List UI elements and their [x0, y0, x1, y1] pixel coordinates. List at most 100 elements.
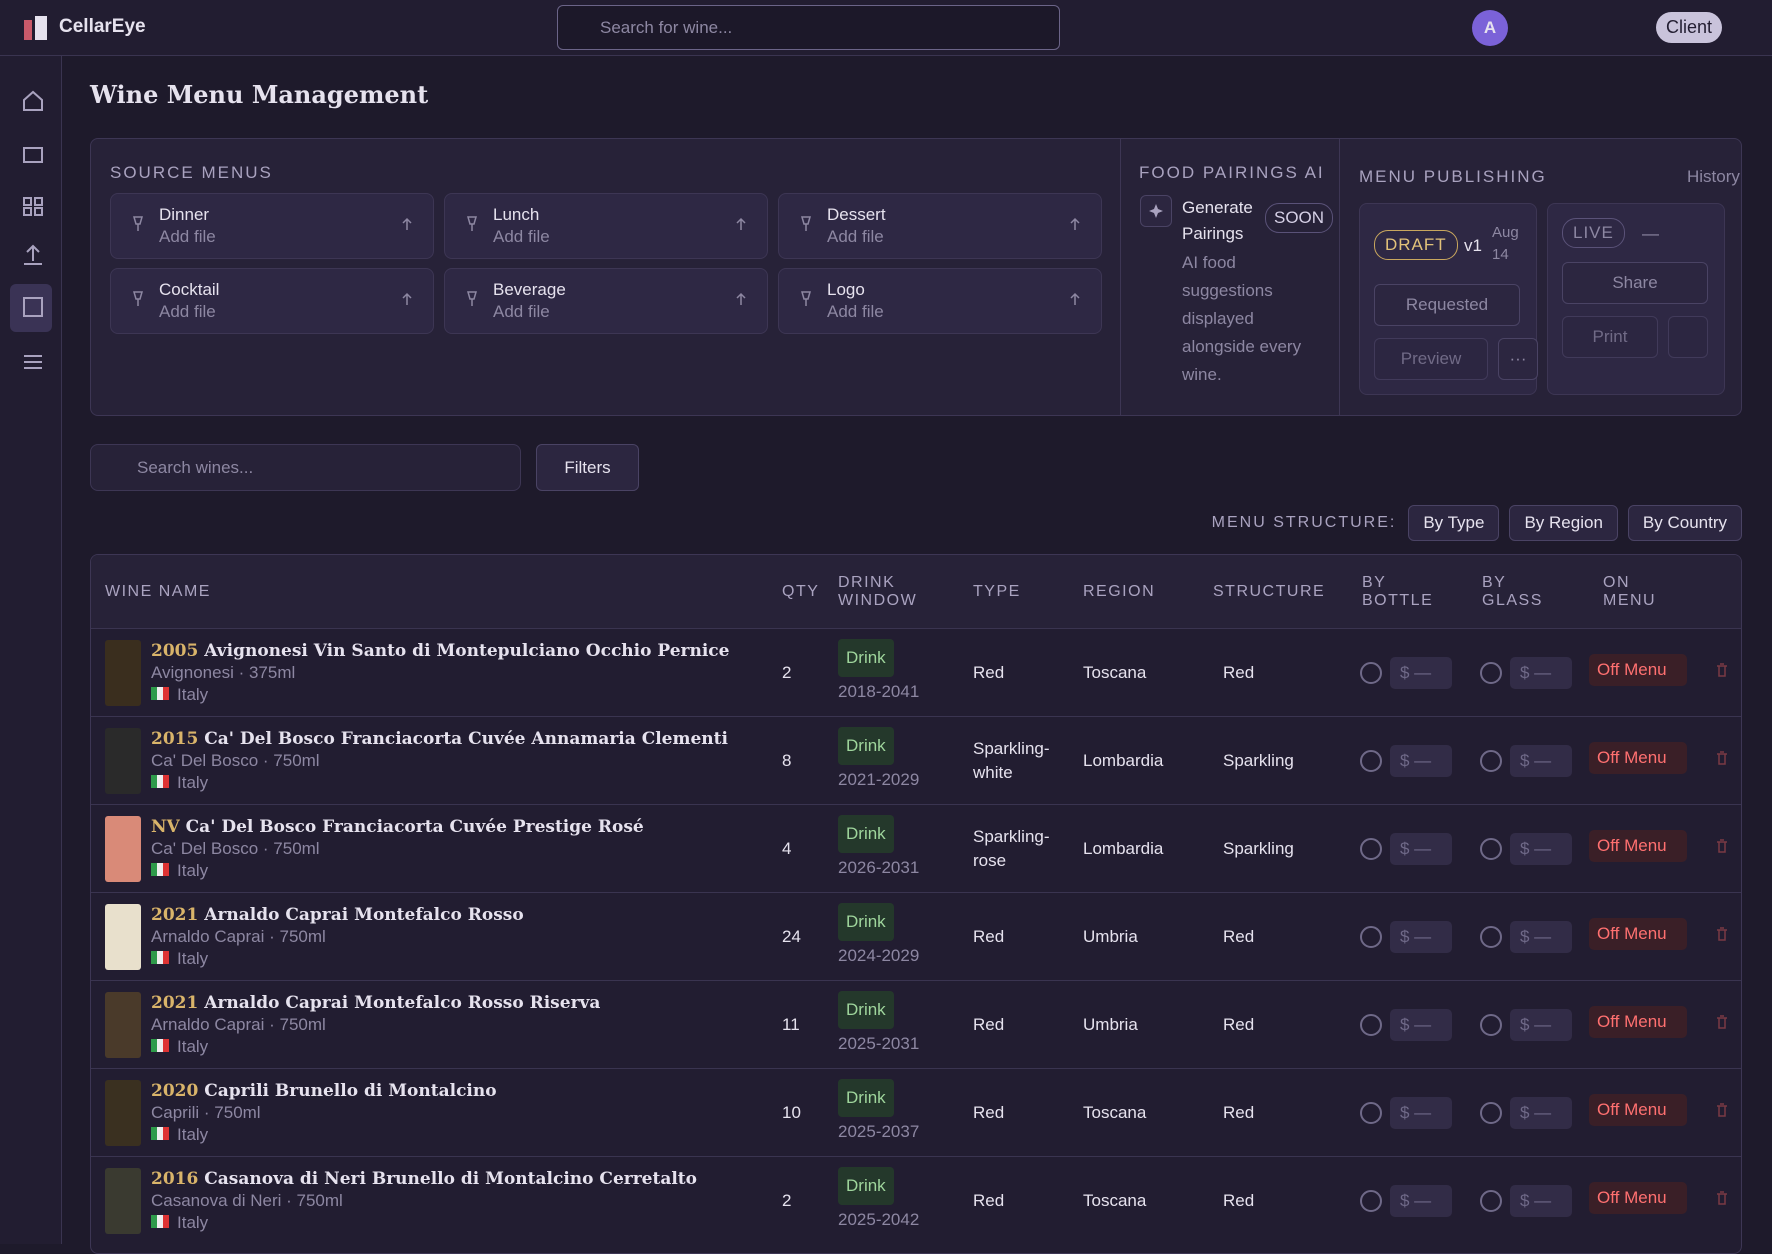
on-menu-toggle[interactable]: Off Menu: [1589, 742, 1687, 774]
radio[interactable]: [1360, 1102, 1382, 1125]
delete-button[interactable]: [1715, 926, 1741, 947]
delete-button[interactable]: [1715, 1190, 1741, 1211]
wine-search[interactable]: Search wines...: [90, 444, 521, 491]
table-row[interactable]: 2015 Ca' Del Bosco Franciacorta Cuvée An…: [91, 716, 1741, 804]
radio[interactable]: [1480, 1014, 1502, 1037]
structure: Red: [1223, 926, 1255, 946]
price-input[interactable]: $ —: [1510, 1008, 1572, 1041]
requested-button[interactable]: Requested: [1374, 284, 1520, 326]
print-button[interactable]: Print: [1562, 316, 1658, 358]
header: CellarEye Search for wine... A Client: [0, 0, 1772, 56]
delete-button[interactable]: [1715, 662, 1741, 683]
column-header[interactable]: TYPE: [959, 555, 1069, 628]
country: Italy: [177, 860, 209, 880]
delete-button[interactable]: [1715, 838, 1741, 859]
more-button[interactable]: ···: [1498, 338, 1538, 380]
upload-icon: [735, 216, 747, 236]
structure-option[interactable]: By Region: [1509, 505, 1618, 541]
price-input[interactable]: $ —: [1510, 1096, 1572, 1129]
radio[interactable]: [1480, 662, 1502, 685]
wine-cell: 2021 Arnaldo Caprai Montefalco Rosso Arna…: [91, 903, 768, 970]
price-input[interactable]: $ —: [1390, 744, 1452, 777]
column-header[interactable]: ON MENU: [1589, 555, 1715, 628]
on-menu-toggle[interactable]: Off Menu: [1589, 654, 1687, 686]
radio[interactable]: [1360, 1014, 1382, 1037]
price-input[interactable]: $ —: [1390, 920, 1452, 953]
flag: [151, 772, 169, 794]
column-header[interactable]: DRINK WINDOW: [824, 555, 959, 628]
radio[interactable]: [1480, 838, 1502, 861]
price-input[interactable]: $ —: [1510, 1184, 1572, 1217]
column-label: BY BOTTLE: [1362, 573, 1434, 609]
ai-icon[interactable]: [1140, 195, 1172, 227]
wine-text: 2021 Arnaldo Caprai Montefalco Rosso Arna…: [151, 904, 524, 970]
radio[interactable]: [1480, 750, 1502, 773]
external-button[interactable]: [1668, 316, 1708, 358]
history-link[interactable]: History: [1687, 167, 1740, 186]
price-input[interactable]: $ —: [1390, 1008, 1452, 1041]
column-header[interactable]: WINE NAME: [91, 555, 768, 628]
global-search[interactable]: Search for wine...: [557, 5, 1060, 50]
structure-option[interactable]: By Type: [1408, 505, 1500, 541]
wine-country: Italy: [151, 684, 729, 706]
radio[interactable]: [1480, 1102, 1502, 1125]
column-header[interactable]: BY GLASS: [1468, 555, 1589, 628]
share-button[interactable]: Share: [1562, 262, 1708, 304]
role-badge[interactable]: Client: [1656, 12, 1723, 43]
radio[interactable]: [1360, 662, 1382, 685]
column-header[interactable]: QTY: [768, 555, 824, 628]
price-input[interactable]: $ —: [1510, 920, 1572, 953]
table-row[interactable]: 2016 Casanova di Neri Brunello di Montal…: [91, 1156, 1741, 1244]
column-header[interactable]: BY BOTTLE: [1348, 555, 1468, 628]
flag: [151, 860, 169, 882]
menu-text: Dessert Add file: [827, 204, 1055, 248]
table-row[interactable]: 2020 Caprili Brunello di Montalcino Capri…: [91, 1068, 1741, 1156]
price-input[interactable]: $ —: [1510, 656, 1572, 689]
source-menu[interactable]: Lunch Add file: [444, 193, 768, 259]
delete-button[interactable]: [1715, 750, 1741, 771]
on-menu-toggle[interactable]: Off Menu: [1589, 1006, 1687, 1038]
radio[interactable]: [1360, 838, 1382, 861]
source-menu[interactable]: Logo Add file: [778, 268, 1102, 334]
structure-option[interactable]: By Country: [1627, 505, 1742, 541]
table-row[interactable]: 2005 Avignonesi Vin Santo di Montepulcia…: [91, 628, 1741, 716]
source-menu[interactable]: Dinner Add file: [110, 193, 434, 259]
on-menu-toggle[interactable]: Off Menu: [1589, 1094, 1687, 1126]
window: 2025-2042: [838, 1209, 920, 1229]
price-input[interactable]: $ —: [1510, 744, 1572, 777]
price-input[interactable]: $ —: [1510, 832, 1572, 865]
on-menu-toggle[interactable]: Off Menu: [1589, 918, 1687, 950]
on-menu-toggle[interactable]: Off Menu: [1589, 1182, 1687, 1214]
delete-button[interactable]: [1715, 1102, 1741, 1123]
on-menu-toggle[interactable]: Off Menu: [1589, 830, 1687, 862]
menu-text: Cocktail Add file: [159, 279, 387, 323]
delete-button[interactable]: [1715, 1014, 1741, 1035]
flag: [151, 1036, 169, 1058]
price-input[interactable]: $ —: [1390, 832, 1452, 865]
source-menu[interactable]: Dessert Add file: [778, 193, 1102, 259]
radio[interactable]: [1360, 1190, 1382, 1213]
table-row[interactable]: 2021 Arnaldo Caprai Montefalco Rosso Ris…: [91, 980, 1741, 1068]
price-input[interactable]: $ —: [1390, 1184, 1452, 1217]
radio[interactable]: [1360, 926, 1382, 949]
table-row[interactable]: NV Ca' Del Bosco Franciacorta Cuvée Pres…: [91, 804, 1741, 892]
source-menu[interactable]: Beverage Add file: [444, 268, 768, 334]
radio[interactable]: [1480, 926, 1502, 949]
column-header[interactable]: STRUCTURE: [1199, 555, 1348, 628]
drink-window: Drink 2021-2029: [824, 726, 959, 795]
column-header[interactable]: REGION: [1069, 555, 1199, 628]
structure: Red: [1223, 662, 1255, 682]
preview-button[interactable]: Preview: [1374, 338, 1488, 380]
radio[interactable]: [1480, 1190, 1502, 1213]
avatar[interactable]: A: [1472, 10, 1508, 46]
table-row[interactable]: 2021 Arnaldo Caprai Montefalco Rosso Arna…: [91, 892, 1741, 980]
window: 2018-2041: [838, 681, 920, 701]
radio[interactable]: [1360, 750, 1382, 773]
price-input[interactable]: $ —: [1390, 656, 1452, 689]
price-input[interactable]: $ —: [1390, 1096, 1452, 1129]
wine-name: Arnaldo Caprai Montefalco Rosso: [204, 904, 524, 925]
price-cell: $ —: [1468, 832, 1589, 865]
filters-button[interactable]: Filters: [536, 444, 639, 491]
source-menu[interactable]: Cocktail Add file: [110, 268, 434, 334]
generate-button[interactable]: Generate Pairings: [1182, 198, 1253, 243]
